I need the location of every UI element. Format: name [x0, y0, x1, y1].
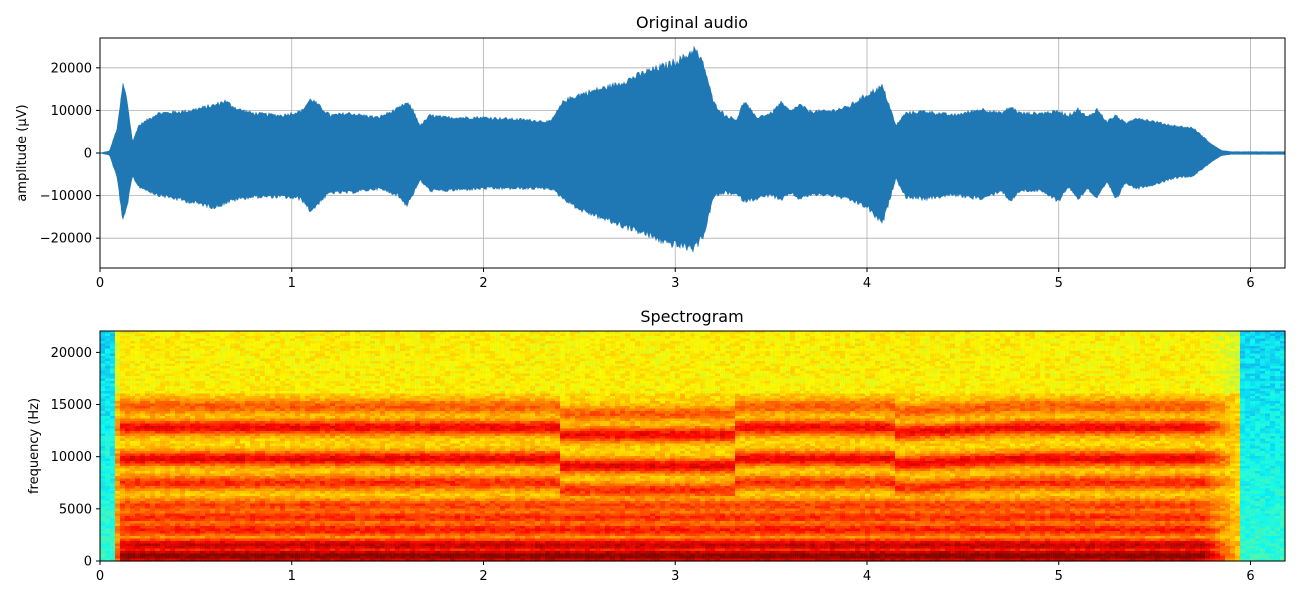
- waveform-x-tick-label: 5: [1055, 276, 1063, 291]
- waveform-x-tick-label: 2: [479, 276, 487, 291]
- spectrogram-y-tick-label: 15000: [51, 398, 92, 413]
- spectrogram-panel: Spectrogram 0 1 2 3 4 5 6 0 5000 10000 15000 20000…: [27, 307, 1286, 584]
- spectrogram-x-tick-label: 6: [1246, 569, 1254, 584]
- spectrogram-y-axis-label: frequency (Hz): [27, 398, 42, 494]
- waveform-x-tick-label: 6: [1246, 276, 1254, 291]
- spectrogram-x-tick-label: 1: [288, 569, 296, 584]
- spectrogram-x-tick-label: 0: [96, 569, 104, 584]
- spectrogram-image: [100, 331, 1286, 562]
- waveform-y-tick-label: −20000: [40, 232, 92, 247]
- waveform-y-tick-label: 10000: [51, 104, 92, 119]
- spectrogram-y-tick-label: 20000: [51, 346, 92, 361]
- spectrogram-y-ticks: 0 5000 10000 15000 20000: [51, 346, 100, 570]
- spectrogram-texture: [100, 331, 1285, 561]
- waveform-x-tick-label: 1: [288, 276, 296, 291]
- spectrogram-x-tick-label: 4: [863, 569, 871, 584]
- spectrogram-x-tick-label: 5: [1055, 569, 1063, 584]
- waveform-panel: Original audio 0 1 2 3 4 5 6 −20000 −10000 0 1000…: [15, 13, 1286, 291]
- waveform-y-tick-label: −10000: [40, 189, 92, 204]
- spectrogram-y-tick-label: 5000: [59, 502, 92, 517]
- spectrogram-x-tick-label: 2: [479, 569, 487, 584]
- waveform-y-tick-label: 0: [84, 147, 92, 162]
- waveform-title: Original audio: [636, 13, 748, 32]
- waveform-x-tick-label: 3: [671, 276, 679, 291]
- waveform-series: [99, 45, 1286, 253]
- waveform-x-tick-label: 0: [96, 276, 104, 291]
- waveform-y-ticks: −20000 −10000 0 10000 20000: [40, 61, 100, 247]
- spectrogram-title: Spectrogram: [640, 307, 743, 326]
- waveform-y-axis-label: amplitude (µV): [15, 104, 30, 201]
- waveform-x-ticks: 0 1 2 3 4 5 6: [96, 268, 1255, 291]
- waveform-y-tick-label: 20000: [51, 61, 92, 76]
- spectrogram-y-tick-label: 10000: [51, 450, 92, 465]
- waveform-x-tick-label: 4: [863, 276, 871, 291]
- spectrogram-y-tick-label: 0: [84, 555, 92, 570]
- spectrogram-x-ticks: 0 1 2 3 4 5 6: [96, 561, 1255, 584]
- spectrogram-axes-frame: [99, 330, 1286, 562]
- spectrogram-x-tick-label: 3: [671, 569, 679, 584]
